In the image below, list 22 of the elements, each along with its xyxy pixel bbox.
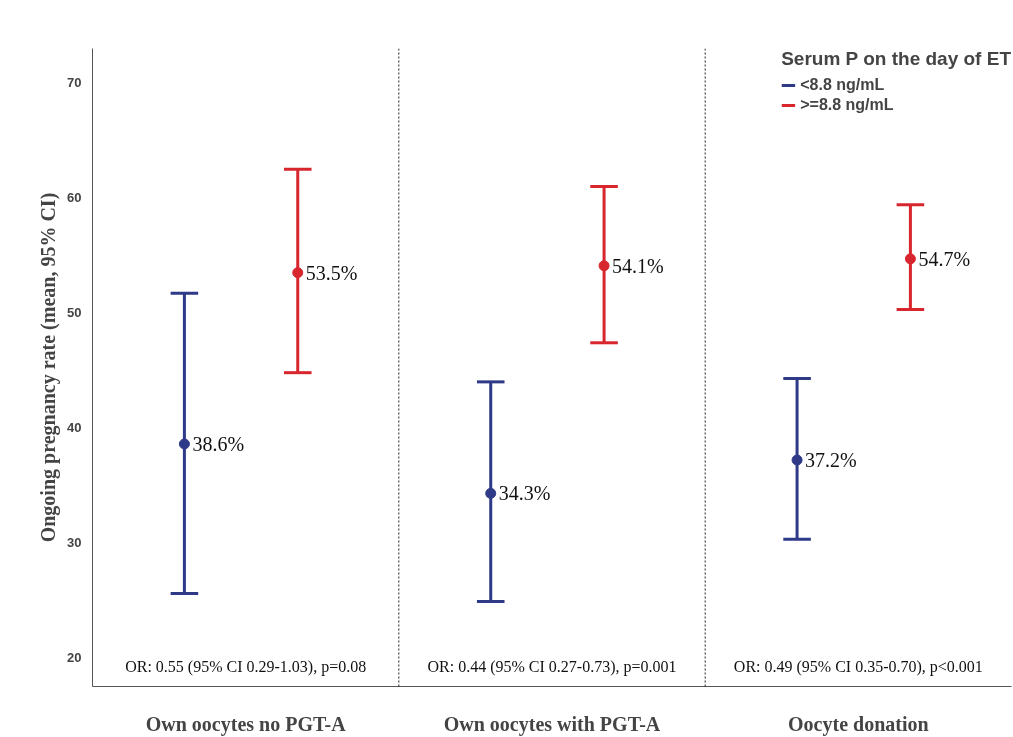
- annotation: OR: 0.49 (95% CI 0.35-0.70), p<0.001: [733, 658, 983, 676]
- x-tick-label: Own oocytes with PGT-A: [443, 712, 661, 736]
- y-tick-label: 20: [67, 650, 82, 666]
- y-tick-label: 60: [67, 190, 82, 206]
- data-label: 54.7%: [918, 247, 971, 270]
- data-label: 37.2%: [805, 449, 857, 472]
- legend-label: >=8.8 ng/mL: [800, 96, 894, 114]
- legend-title: Serum P on the day of ET: [781, 48, 1011, 70]
- y-tick-label: 30: [67, 535, 82, 551]
- y-tick-label: 50: [67, 305, 82, 321]
- legend-label: <8.8 ng/mL: [800, 76, 885, 94]
- x-tick-label: Oocyte donation: [788, 712, 929, 736]
- y-tick-label: 40: [67, 420, 82, 436]
- data-label: 34.3%: [498, 482, 551, 505]
- data-label: 53.5%: [305, 261, 358, 284]
- annotation: OR: 0.55 (95% CI 0.29-1.03), p=0.08: [125, 658, 367, 676]
- x-tick-label: Own oocytes no PGT-A: [145, 712, 347, 736]
- annotation: OR: 0.44 (95% CI 0.27-0.73), p=0.001: [427, 658, 677, 676]
- data-label: 54.1%: [612, 254, 664, 277]
- y-tick-label: 70: [67, 75, 82, 91]
- data-label: 38.6%: [192, 432, 245, 455]
- y-axis-title: Ongoing pregnancy rate (mean, 95% CI): [37, 192, 61, 543]
